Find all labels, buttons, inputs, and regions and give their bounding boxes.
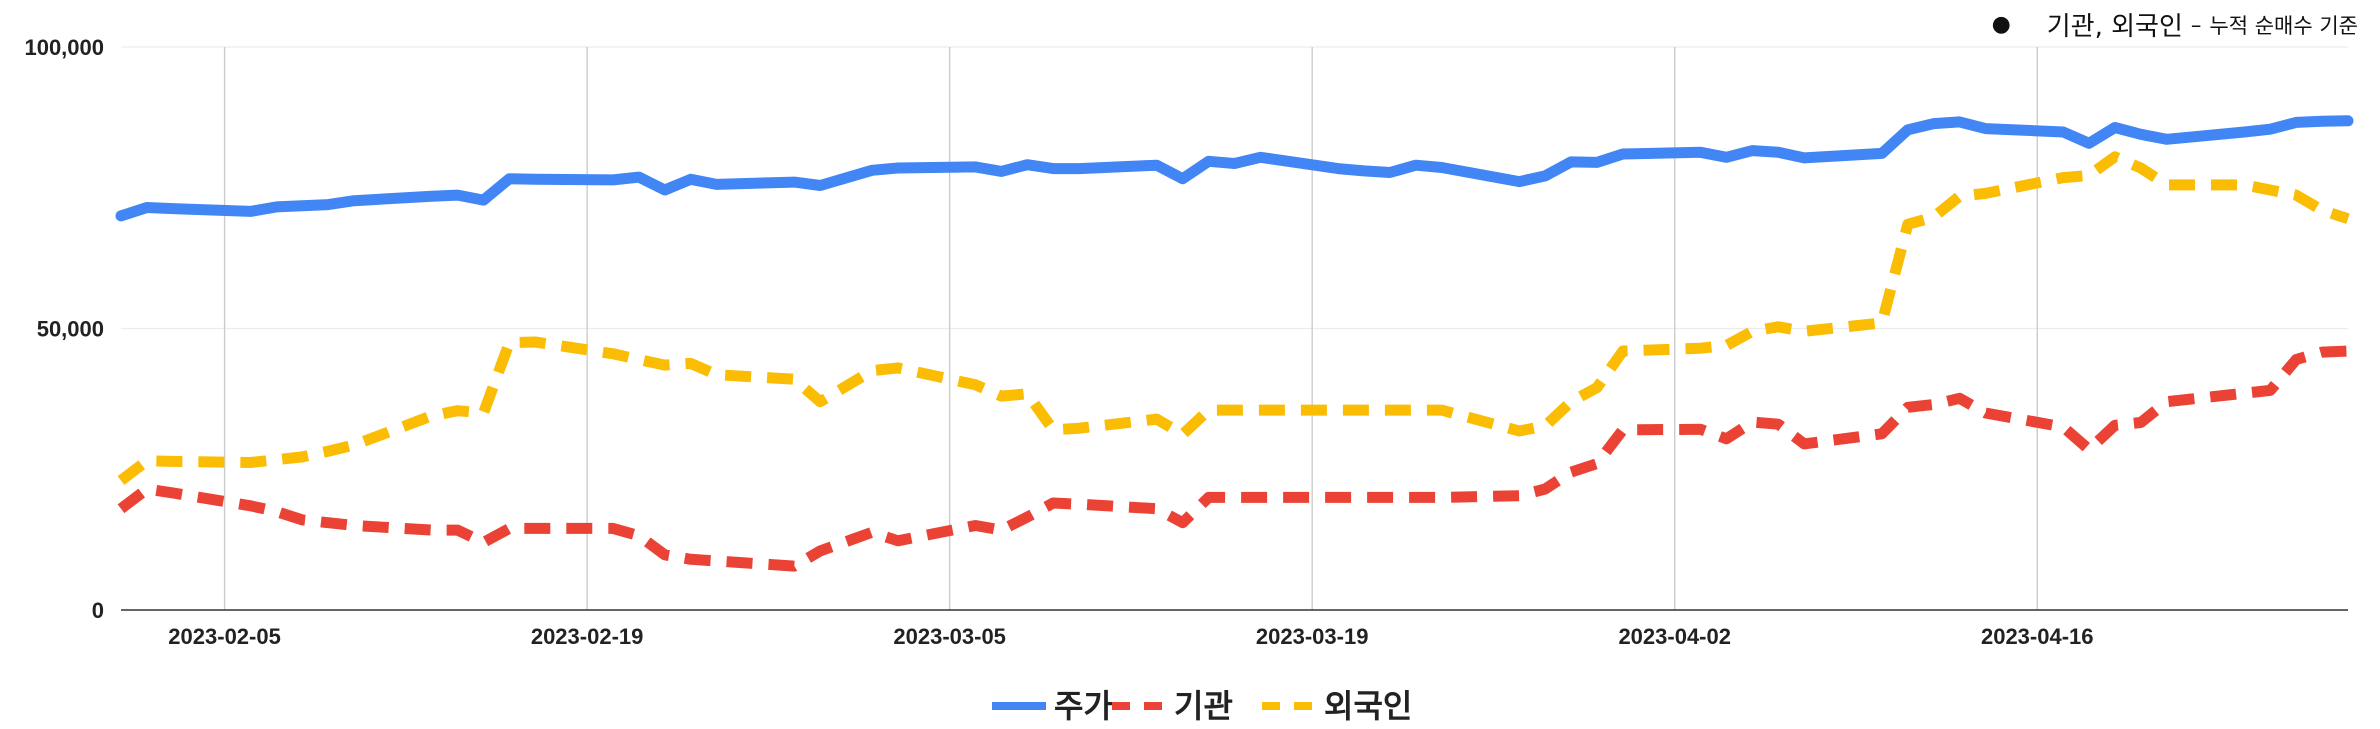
x-axis-tick-labels: 2023-02-05 2023-02-19 2023-03-05 2023-03-19…: [168, 624, 2093, 649]
gridlines: [121, 46, 2348, 611]
legend-label-0: 주가: [1054, 687, 1113, 725]
chart-note: ● 기관, 외국인 – 누적 순매수 기준: [1992, 6, 2358, 43]
series-line-2: [117, 151, 2350, 485]
x-tick-label: 2023-03-05: [893, 624, 1006, 649]
x-tick-label: 2023-02-05: [168, 624, 281, 649]
bullet-icon: ●: [1991, 12, 2011, 37]
y-tick-label: 50,000: [37, 317, 104, 342]
series-line-1: [117, 345, 2349, 572]
legend-label-2: 외국인: [1324, 687, 1412, 725]
x-tick-label: 2023-02-19: [531, 624, 644, 649]
x-tick-label: 2023-03-19: [1256, 624, 1369, 649]
x-tick-label: 2023-04-02: [1618, 624, 1731, 649]
y-axis-tick-labels: 0 50,000 100,000: [24, 35, 104, 623]
x-tick-label: 2023-04-16: [1981, 624, 2094, 649]
y-tick-label: 100,000: [24, 35, 104, 60]
legend: 주가 기관 외국인: [992, 687, 1412, 725]
series-line-0: [115, 115, 2354, 222]
note-detail: 누적 순매수 기준: [2209, 13, 2358, 38]
series-lines: [115, 115, 2354, 572]
note-dash: –: [2190, 12, 2202, 37]
legend-label-1: 기관: [1174, 687, 1233, 725]
note-main: 기관, 외국인: [2046, 12, 2183, 42]
y-tick-label: 0: [92, 598, 104, 623]
